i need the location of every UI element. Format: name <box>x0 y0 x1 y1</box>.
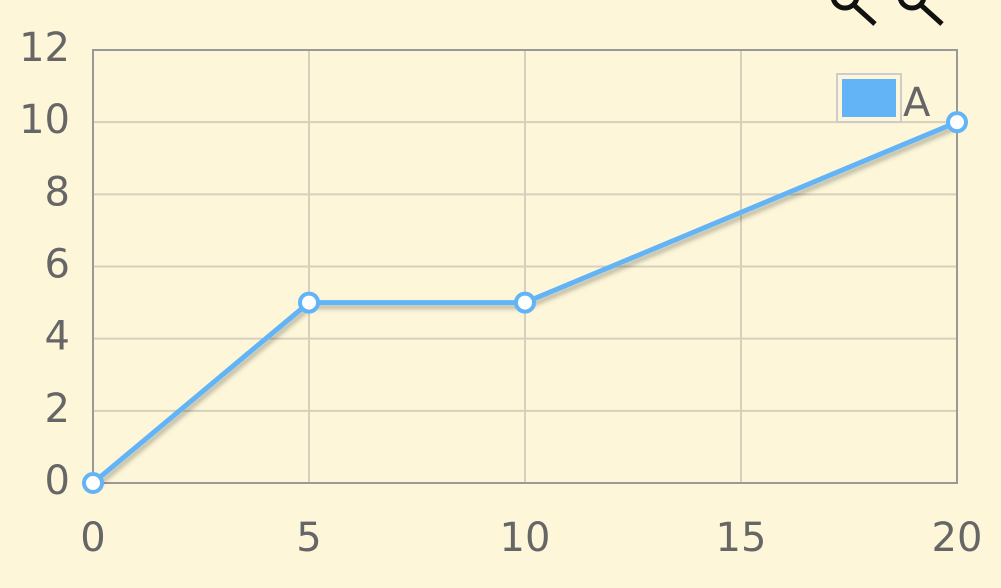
y-tick-label: 8 <box>45 169 70 215</box>
x-tick-label: 10 <box>500 515 551 561</box>
x-tick-label: 20 <box>932 515 983 561</box>
y-tick-label: 10 <box>19 97 70 143</box>
x-tick-label: 15 <box>716 515 767 561</box>
plot-border <box>92 49 958 484</box>
point-marker <box>298 291 320 314</box>
y-tick-label: 2 <box>45 386 70 432</box>
x-tick-label: 5 <box>296 515 321 561</box>
zoom-out-handle[interactable] <box>920 4 944 26</box>
legend-swatch <box>842 79 896 117</box>
y-tick-label: 6 <box>45 242 70 288</box>
point-marker <box>946 111 968 134</box>
series-line <box>91 119 958 485</box>
zoom-icons[interactable] <box>831 0 944 26</box>
point-marker <box>82 472 104 494</box>
zoom-in-handle[interactable] <box>853 4 877 26</box>
zoom-in-icon[interactable] <box>831 0 859 11</box>
y-tick-label: 0 <box>45 458 70 504</box>
y-tick-label: 12 <box>19 25 70 71</box>
point-marker <box>514 291 536 314</box>
series-layer <box>82 111 968 494</box>
zoom-out-icon[interactable] <box>898 0 926 11</box>
legend-label: A <box>903 80 931 126</box>
legend-swatch-frame <box>836 73 902 123</box>
x-tick-label: 0 <box>80 515 105 561</box>
y-tick-label: 4 <box>45 314 70 360</box>
